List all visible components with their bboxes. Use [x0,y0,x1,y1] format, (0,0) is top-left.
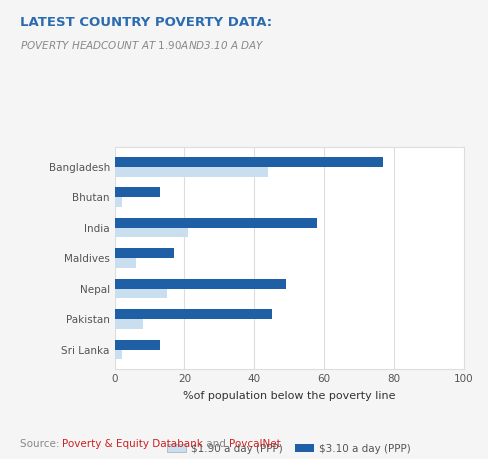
Bar [115,218,317,228]
Bar [115,187,160,197]
Text: Source:: Source: [20,439,62,449]
Legend: $1.90 a day (PPP), $3.10 a day (PPP): $1.90 a day (PPP), $3.10 a day (PPP) [163,439,415,458]
Bar [115,258,136,268]
Bar [115,157,384,167]
Bar [115,350,122,359]
Text: PovcalNet: PovcalNet [229,439,281,449]
Bar [115,248,174,258]
Bar [115,289,167,298]
Bar [115,340,160,350]
Text: Poverty & Equity Databank: Poverty & Equity Databank [62,439,203,449]
Text: POVERTY HEADCOUNT AT $1.90 AND $3.10 A DAY: POVERTY HEADCOUNT AT $1.90 AND $3.10 A D… [20,39,264,51]
Bar [115,228,188,237]
Bar [115,309,272,319]
X-axis label: %of population below the poverty line: %of population below the poverty line [183,392,395,401]
Text: LATEST COUNTRY POVERTY DATA:: LATEST COUNTRY POVERTY DATA: [20,16,272,29]
Bar [115,197,122,207]
Bar [115,167,268,177]
Bar [115,279,285,289]
Text: and: and [203,439,229,449]
Bar [115,319,142,329]
